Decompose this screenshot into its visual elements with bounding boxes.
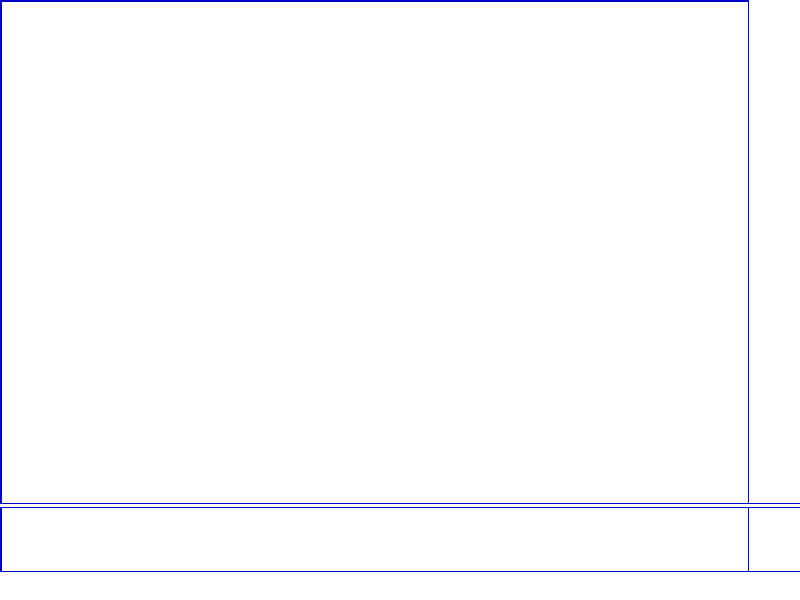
- rsi-pane[interactable]: [0, 508, 748, 571]
- chart-title: [7, 3, 42, 15]
- pane-separator[interactable]: [0, 503, 800, 508]
- price-chart-pane[interactable]: [0, 0, 748, 503]
- time-axis[interactable]: [0, 571, 800, 600]
- price-axis[interactable]: [748, 0, 800, 571]
